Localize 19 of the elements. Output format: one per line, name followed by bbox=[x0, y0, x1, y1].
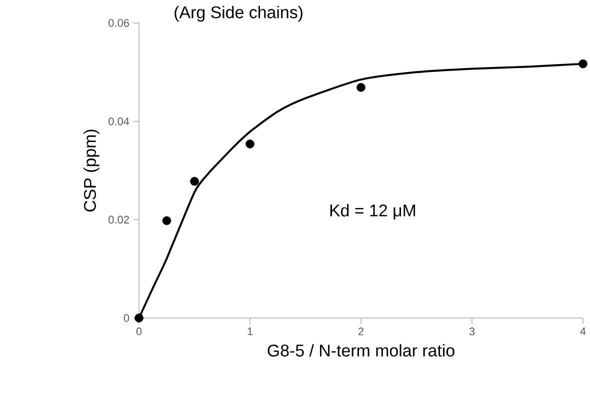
chart-title: (Arg Side chains) bbox=[174, 6, 302, 22]
point bbox=[162, 216, 172, 226]
x-tick-label: 1 bbox=[248, 328, 253, 336]
y-tick-label: 0 bbox=[124, 314, 130, 322]
x-tick-label: 0 bbox=[136, 328, 142, 336]
point bbox=[134, 314, 144, 322]
point bbox=[190, 176, 199, 186]
x-axis-title: G8-5 / N-term molar ratio bbox=[268, 344, 454, 357]
y-tick-label: 0.02 bbox=[108, 216, 129, 224]
y-axis-title: CSP (ppm) bbox=[84, 130, 100, 212]
annotation: Kd = 12 μM bbox=[330, 204, 416, 220]
point bbox=[246, 140, 254, 148]
point bbox=[356, 83, 366, 92]
x-tick-label: 2 bbox=[358, 328, 364, 336]
y-tick-label: 0.04 bbox=[108, 117, 130, 126]
y-tick-label: 0.06 bbox=[108, 19, 129, 27]
x-tick-label: 4 bbox=[580, 328, 586, 336]
x-tick-label: 3 bbox=[469, 328, 475, 336]
point bbox=[578, 59, 588, 68]
